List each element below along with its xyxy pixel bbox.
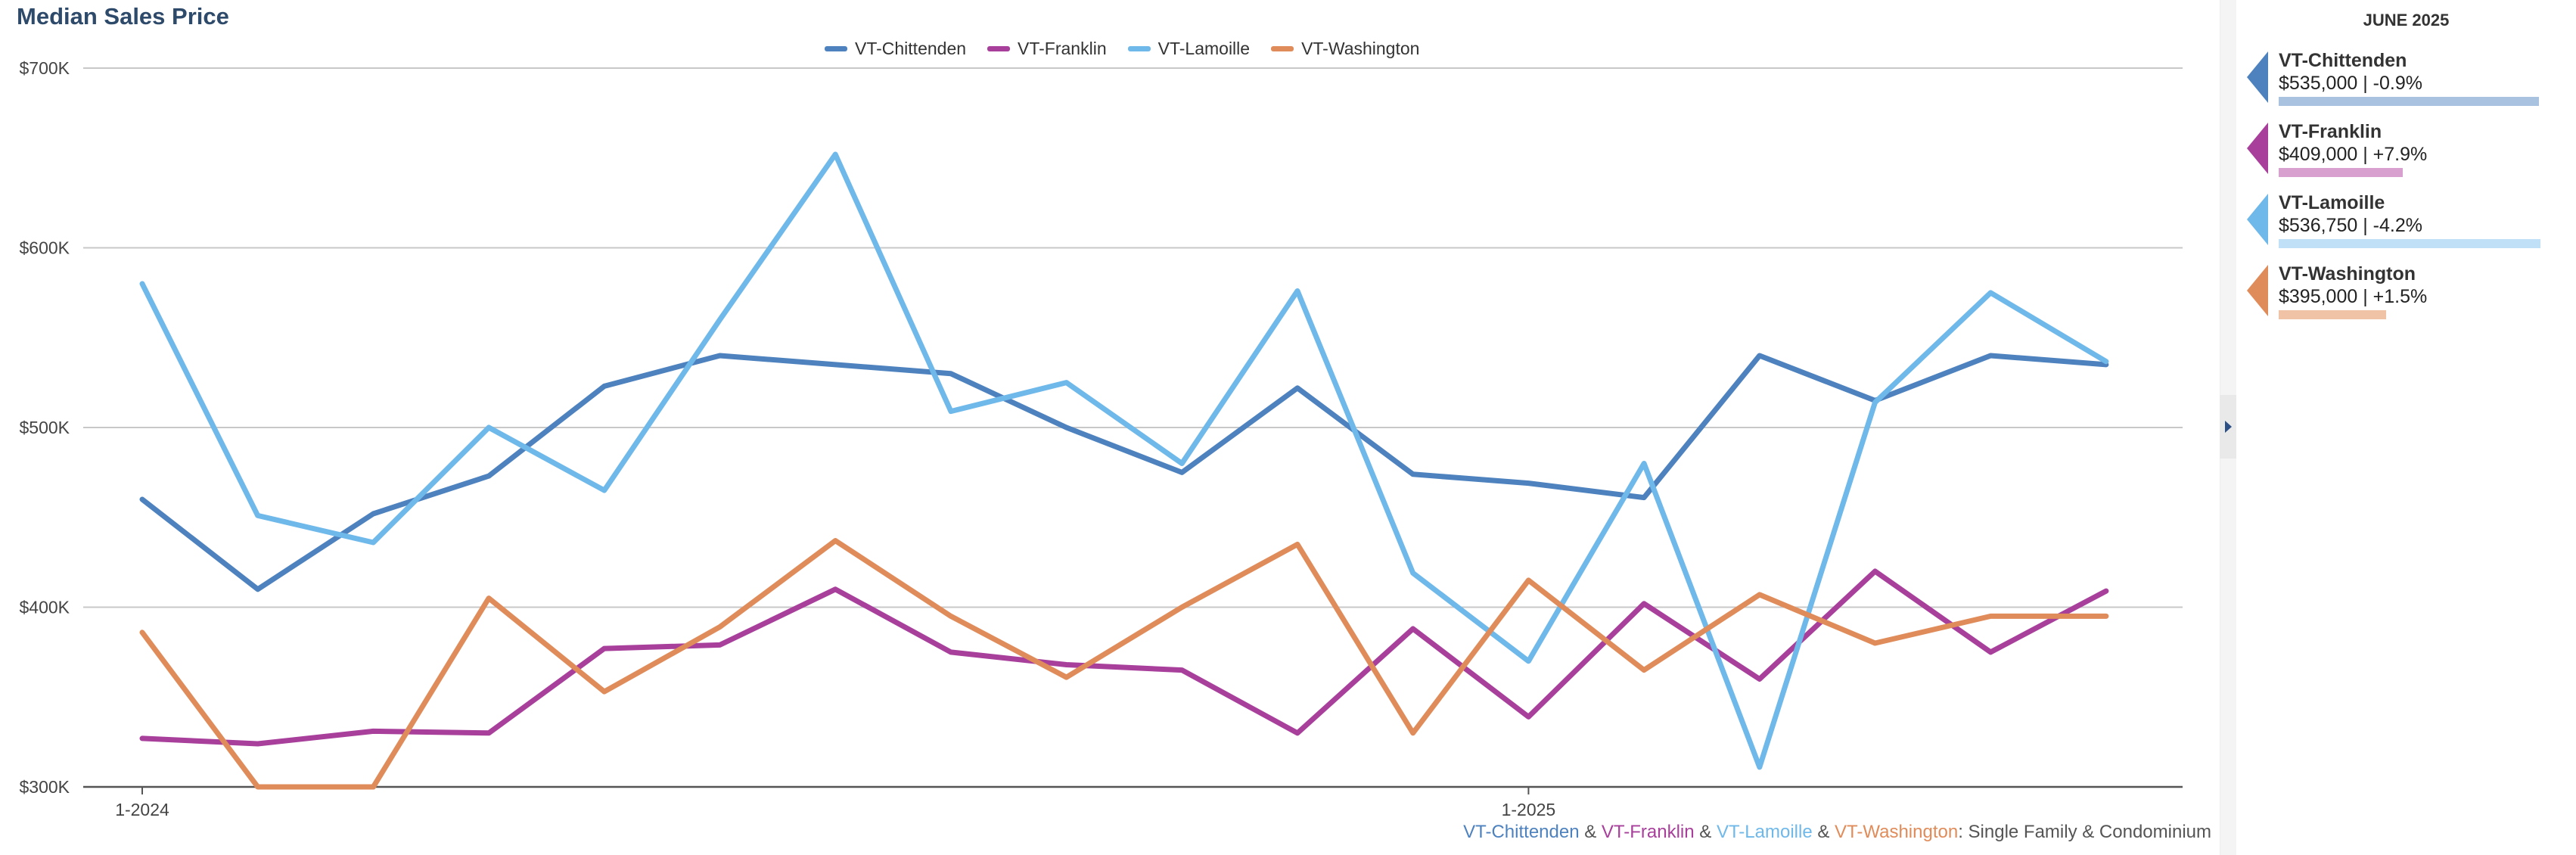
legend-item[interactable]: VT-Chittenden <box>825 39 966 59</box>
summary-panel: JUNE 2025 VT-Chittenden $535,000 | -0.9% V… <box>2236 0 2576 855</box>
caption-part: & <box>1579 822 1602 842</box>
summary-item-name: VT-Lamoille <box>2279 192 2385 213</box>
summary-item-bar <box>2279 239 2540 248</box>
legend-swatch <box>825 45 847 51</box>
y-tick-label: $400K <box>19 598 70 617</box>
collapse-panel-button[interactable] <box>2220 395 2236 459</box>
x-tick-label: 1-2024 <box>115 800 169 819</box>
legend-item[interactable]: VT-Washington <box>1271 39 1419 59</box>
caption-part: & <box>1694 822 1717 842</box>
caption-part: & <box>1812 822 1835 842</box>
legend-label: VT-Washington <box>1301 38 1420 58</box>
legend-label: VT-Chittenden <box>855 38 967 58</box>
caption-part: : Single Family & Condominium <box>1958 822 2211 842</box>
summary-item-bar <box>2279 310 2386 319</box>
summary-item-value: $535,000 | -0.9% <box>2279 73 2422 94</box>
summary-item-value: $536,750 | -4.2% <box>2279 215 2422 236</box>
series-line-vt-chittenden[interactable] <box>139 353 2109 592</box>
y-tick-label: $700K <box>19 58 70 78</box>
line-chart: $300K $400K $500K $600K $700K 1-2024 1-2025 <box>19 58 2183 819</box>
summary-panel-header: JUNE 2025 <box>2363 11 2450 30</box>
caption-part: VT-Lamoille <box>1716 822 1813 842</box>
chart-caption: VT-Chittenden & VT-Franklin & VT-Lamoill… <box>1463 822 2211 843</box>
legend-swatch <box>1127 45 1151 51</box>
summary-item-bar <box>2279 97 2539 106</box>
summary-item-name: VT-Washington <box>2279 263 2416 284</box>
series-line-vt-franklin[interactable] <box>139 568 2109 747</box>
summary-item[interactable]: VT-Lamoille $536,750 | -4.2% <box>2247 191 2565 251</box>
caption-part: VT-Chittenden <box>1463 822 1580 842</box>
legend-item[interactable]: VT-Lamoille <box>1127 38 1251 59</box>
caption-part: VT-Washington <box>1835 822 1959 842</box>
pointer-left-icon <box>2247 123 2268 174</box>
series-line-vt-washington[interactable] <box>139 538 2109 790</box>
legend-item[interactable]: VT-Franklin <box>987 39 1107 59</box>
pointer-left-icon <box>2247 51 2268 103</box>
summary-item-value: $395,000 | +1.5% <box>2279 286 2428 307</box>
summary-item[interactable]: VT-Washington $395,000 | +1.5% <box>2247 262 2565 322</box>
pointer-left-icon <box>2247 265 2268 316</box>
legend-label: VT-Lamoille <box>1157 38 1251 58</box>
chart-legend: VT-Chittenden VT-Franklin VT-Lamoille VT-Wa… <box>825 33 1419 64</box>
x-tick-label: 1-2025 <box>1502 800 1556 819</box>
pointer-left-icon <box>2247 194 2268 245</box>
summary-item-value: $409,000 | +7.9% <box>2279 144 2428 165</box>
legend-label: VT-Franklin <box>1018 38 1107 58</box>
summary-item[interactable]: VT-Chittenden $535,000 | -0.9% <box>2247 48 2565 109</box>
summary-item[interactable]: VT-Franklin $409,000 | +7.9% <box>2247 120 2565 180</box>
y-tick-label: $500K <box>19 418 70 437</box>
caption-part: VT-Franklin <box>1601 822 1695 842</box>
summary-item-name: VT-Franklin <box>2279 121 2382 142</box>
chart-title: Median Sales Price <box>17 3 229 30</box>
series-line-vt-lamoille[interactable] <box>139 151 2109 770</box>
y-tick-label: $300K <box>19 777 70 797</box>
summary-item-bar <box>2279 168 2403 177</box>
legend-swatch <box>987 45 1011 51</box>
legend-swatch <box>1271 45 1294 51</box>
summary-item-name: VT-Chittenden <box>2279 50 2407 71</box>
chevron-right-icon <box>2224 421 2232 433</box>
y-tick-label: $600K <box>19 238 70 258</box>
